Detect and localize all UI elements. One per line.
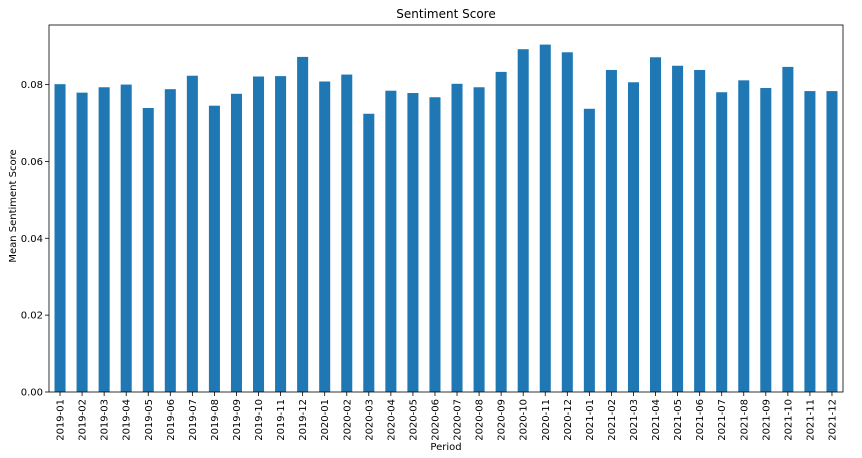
- bar-2021-05: [672, 65, 684, 393]
- x-tick-label: 2020-05: [408, 399, 419, 441]
- x-tick-label: 2020-12: [563, 399, 574, 441]
- x-tick-label: 2021-12: [827, 399, 838, 441]
- chart-title: Sentiment Score: [396, 7, 495, 21]
- bar-2020-06: [429, 97, 441, 392]
- bars-layer: [54, 44, 838, 393]
- x-tick-label: 2020-11: [541, 399, 552, 441]
- x-tick-label: 2020-09: [497, 399, 508, 441]
- bar-2020-10: [517, 49, 529, 393]
- bar-2021-03: [627, 82, 639, 392]
- x-tick-label: 2021-10: [783, 399, 794, 441]
- x-tick-label: 2019-02: [78, 399, 89, 441]
- axes-layer: [48, 24, 844, 393]
- plot-frame: [48, 24, 844, 393]
- bar-2019-03: [98, 87, 110, 392]
- bar-2021-08: [738, 80, 750, 392]
- bar-2019-09: [230, 93, 242, 392]
- x-tick-label: 2021-01: [585, 399, 596, 441]
- y-tick-label: 0.06: [21, 157, 43, 168]
- x-tick-label: 2020-01: [320, 399, 331, 441]
- bar-2020-09: [495, 71, 507, 392]
- bar-2019-08: [208, 105, 220, 392]
- y-tick-label: 0.08: [21, 80, 43, 91]
- x-tick-label: 2019-05: [144, 399, 155, 441]
- x-tick-label: 2020-03: [364, 399, 375, 441]
- bar-2020-02: [341, 74, 353, 392]
- bar-2019-02: [76, 92, 88, 392]
- y-tick-label: 0.04: [21, 234, 43, 245]
- bar-2020-05: [407, 93, 419, 393]
- x-tick-label: 2021-03: [629, 399, 640, 441]
- bar-2020-04: [385, 90, 397, 393]
- bar-2019-01: [54, 84, 66, 393]
- y-axis-ticks: 0.00 0.02 0.04 0.06 0.08: [21, 80, 49, 399]
- x-tick-label: 2021-11: [805, 399, 816, 441]
- y-axis-title: Mean Sentiment Score: [8, 149, 19, 262]
- x-axis-ticks: 2019-01 2019-02 2019-03 2019-04 2019-05 2019-…: [56, 392, 838, 441]
- bar-2019-12: [297, 56, 309, 393]
- x-tick-label: 2021-05: [673, 399, 684, 441]
- x-axis-title: Period: [430, 442, 461, 453]
- bar-2021-06: [694, 69, 706, 393]
- bar-2019-06: [164, 89, 176, 393]
- x-tick-label: 2021-09: [761, 399, 772, 441]
- x-tick-label: 2019-11: [276, 399, 287, 441]
- x-tick-label: 2019-07: [188, 399, 199, 441]
- x-tick-label: 2021-07: [717, 399, 728, 441]
- bar-2019-04: [120, 84, 132, 392]
- x-tick-label: 2020-04: [386, 399, 397, 441]
- x-tick-label: 2020-07: [453, 399, 464, 441]
- bar-2020-08: [473, 87, 485, 392]
- x-tick-label: 2020-02: [342, 399, 353, 441]
- bar-2019-11: [275, 76, 287, 393]
- y-tick-label: 0.00: [21, 388, 43, 399]
- bar-2021-11: [804, 91, 816, 392]
- x-tick-label: 2021-06: [695, 399, 706, 441]
- x-tick-label: 2021-04: [651, 399, 662, 441]
- x-tick-label: 2021-02: [607, 399, 618, 441]
- bar-2020-07: [451, 83, 463, 393]
- x-tick-label: 2019-04: [122, 399, 133, 441]
- bar-2020-03: [363, 113, 375, 393]
- x-tick-label: 2019-06: [166, 399, 177, 441]
- x-tick-label: 2019-09: [232, 399, 243, 441]
- x-tick-label: 2019-10: [254, 399, 265, 441]
- x-tick-label: 2019-03: [100, 399, 111, 441]
- bar-2020-01: [319, 81, 331, 393]
- y-tick-label: 0.02: [21, 311, 43, 322]
- bar-2021-01: [583, 108, 595, 392]
- bar-2020-11: [539, 44, 551, 392]
- bar-2021-02: [605, 69, 617, 393]
- bar-2021-12: [826, 91, 838, 392]
- x-tick-label: 2019-12: [298, 399, 309, 441]
- x-tick-label: 2019-01: [56, 399, 67, 441]
- bar-2021-10: [782, 66, 794, 392]
- x-tick-label: 2020-08: [475, 399, 486, 441]
- x-tick-label: 2020-10: [519, 399, 530, 441]
- x-tick-label: 2021-08: [739, 399, 750, 441]
- bar-2020-12: [561, 52, 573, 392]
- bar-2021-04: [650, 57, 662, 392]
- x-tick-label: 2020-06: [430, 399, 441, 441]
- bar-2019-05: [142, 108, 154, 392]
- bar-2019-10: [253, 76, 265, 392]
- x-tick-label: 2019-08: [210, 399, 221, 441]
- bar-2021-09: [760, 88, 772, 393]
- bar-2019-07: [186, 75, 198, 392]
- bar-2021-07: [716, 92, 728, 392]
